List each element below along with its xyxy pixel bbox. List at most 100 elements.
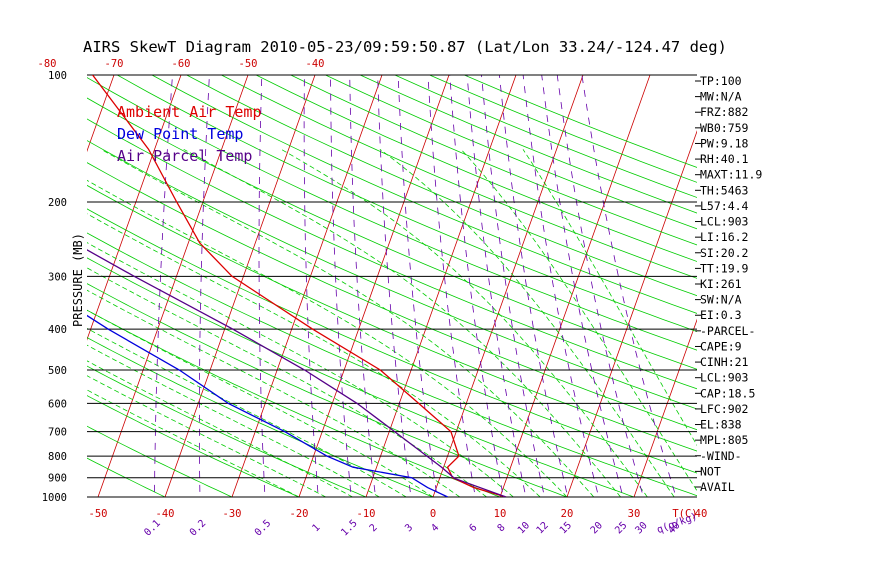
mixing-ratio-label: 30 xyxy=(633,520,649,536)
moist-adiabat-line xyxy=(281,149,647,497)
pressure-tick-label: 300 xyxy=(48,271,67,283)
pressure-tick-label: 600 xyxy=(48,398,67,410)
index-item: -WIND- xyxy=(700,449,742,463)
dry-adiabat-line xyxy=(256,75,870,506)
dry-adiabat-line xyxy=(360,75,870,506)
mixing-ratio-label: 0.5 xyxy=(253,518,274,539)
index-item: SI:20.2 xyxy=(700,246,748,260)
pressure-tick-label: 400 xyxy=(48,324,67,336)
temp-tick-label-bottom: 20 xyxy=(561,508,574,520)
mixing-ratio-label: 20 xyxy=(589,520,605,536)
temp-tick-label-bottom: 0 xyxy=(430,508,436,520)
moist-adiabat-grid xyxy=(0,149,728,497)
mixing-ratio-line xyxy=(259,75,265,506)
index-item: EL:838 xyxy=(700,418,742,432)
mixing-ratio-label: 6 xyxy=(468,522,480,534)
temp-tick-label-bottom: -20 xyxy=(290,508,309,520)
index-item: TP:100 xyxy=(700,74,742,88)
temp-tick-label-top: -80 xyxy=(38,58,57,70)
mixing-ratio-label: 0.2 xyxy=(188,518,209,539)
isotherm-line xyxy=(835,75,870,497)
temp-tick-label-bottom: 30 xyxy=(628,508,641,520)
chart-title: AIRS SkewT Diagram 2010-05-23/09:59:50.8… xyxy=(83,38,727,56)
index-item: KI:261 xyxy=(700,277,742,291)
pressure-tick-label: 900 xyxy=(48,473,67,485)
index-item: L57:4.4 xyxy=(700,199,749,213)
index-item: MAXT:11.9 xyxy=(700,168,762,182)
mixing-ratio-line xyxy=(582,75,679,506)
dry-adiabat-line xyxy=(395,75,870,506)
moist-adiabat-line xyxy=(380,149,674,497)
temp-tick-label-bottom: -30 xyxy=(223,508,242,520)
dry-adiabat-line xyxy=(464,75,870,506)
mixing-ratio-label: 2 xyxy=(368,522,380,534)
dry-adiabat-line xyxy=(152,75,870,506)
index-item: PW:9.18 xyxy=(700,136,749,150)
mixing-ratio-label: 15 xyxy=(558,520,574,536)
mixing-ratio-line xyxy=(523,75,601,506)
index-item: CAPE:9 xyxy=(700,339,742,353)
legend-entry: Dew Point Temp xyxy=(117,125,243,143)
moist-adiabat-line xyxy=(0,149,460,497)
temp-tick-label-top: -60 xyxy=(172,58,191,70)
mixing-ratio-label: 1 xyxy=(310,522,322,534)
isotherm-line xyxy=(433,75,583,497)
mixing-ratio-label: 0.1 xyxy=(142,518,163,539)
pressure-tick-label: 500 xyxy=(48,365,67,377)
dry-adiabat-line xyxy=(0,75,727,506)
isotherm-line xyxy=(299,75,449,497)
mixing-ratio-line xyxy=(331,75,353,506)
index-item: -PARCEL- xyxy=(700,324,755,338)
index-item: EI:0.3 xyxy=(700,308,742,322)
temp-tick-label-top: -40 xyxy=(306,58,325,70)
isotherm-line xyxy=(500,75,650,497)
pressure-tick-label: 800 xyxy=(48,451,67,463)
mixing-ratio-label: 12 xyxy=(535,520,551,536)
legend-entry: Air Parcel Temp xyxy=(117,147,252,165)
pressure-tick-label: 200 xyxy=(48,197,67,209)
legend-entry: Ambient Air Temp xyxy=(117,103,262,121)
index-item: LI:16.2 xyxy=(700,230,748,244)
temp-tick-label-bottom: 10 xyxy=(494,508,507,520)
index-item: SW:N/A xyxy=(700,293,742,307)
mixing-ratio-label: 4 xyxy=(429,522,441,534)
index-item: TT:19.9 xyxy=(700,261,749,275)
isotherm-line xyxy=(567,75,717,497)
index-item: AVAIL xyxy=(700,480,735,494)
index-item: CAP:18.5 xyxy=(700,386,755,400)
isotherm-line xyxy=(232,75,382,497)
index-item: RH:40.1 xyxy=(700,152,749,166)
mixing-ratio-label: 10 xyxy=(516,520,532,536)
index-item: NOT xyxy=(700,464,721,478)
mixing-ratio-line xyxy=(499,75,570,506)
mixing-ratio-label: 8 xyxy=(496,522,508,534)
pressure-tick-label: 1000 xyxy=(42,492,67,504)
y-axis-label: PRESSURE (MB) xyxy=(71,233,85,327)
index-item: MW:N/A xyxy=(700,90,742,104)
index-item: TH:5463 xyxy=(700,183,749,197)
dry-adiabat-line xyxy=(291,75,870,506)
index-item: WB0:759 xyxy=(700,121,749,135)
temp-tick-label-top: -70 xyxy=(105,58,124,70)
mixing-ratio-label: 3 xyxy=(403,522,415,534)
temp-tick-label-bottom: -40 xyxy=(156,508,175,520)
index-item: LCL:903 xyxy=(700,215,749,229)
dry-adiabat-line xyxy=(430,75,870,506)
temp-tick-label-bottom: -50 xyxy=(89,508,108,520)
dry-adiabat-line xyxy=(187,75,870,506)
index-item: LFC:902 xyxy=(700,402,748,416)
index-item: FRZ:882 xyxy=(700,105,748,119)
index-item: CINH:21 xyxy=(700,355,749,369)
pressure-tick-label: 700 xyxy=(48,427,67,439)
index-item: LCL:903 xyxy=(700,371,749,385)
dry-adiabat-line xyxy=(0,75,591,506)
pressure-tick-label: 100 xyxy=(48,70,67,82)
mixing-ratio-line xyxy=(450,75,505,506)
moist-adiabat-line xyxy=(33,149,567,497)
isotherm-line xyxy=(0,75,47,497)
index-item: MPL:805 xyxy=(700,433,748,447)
temp-tick-label-bottom: -10 xyxy=(357,508,376,520)
